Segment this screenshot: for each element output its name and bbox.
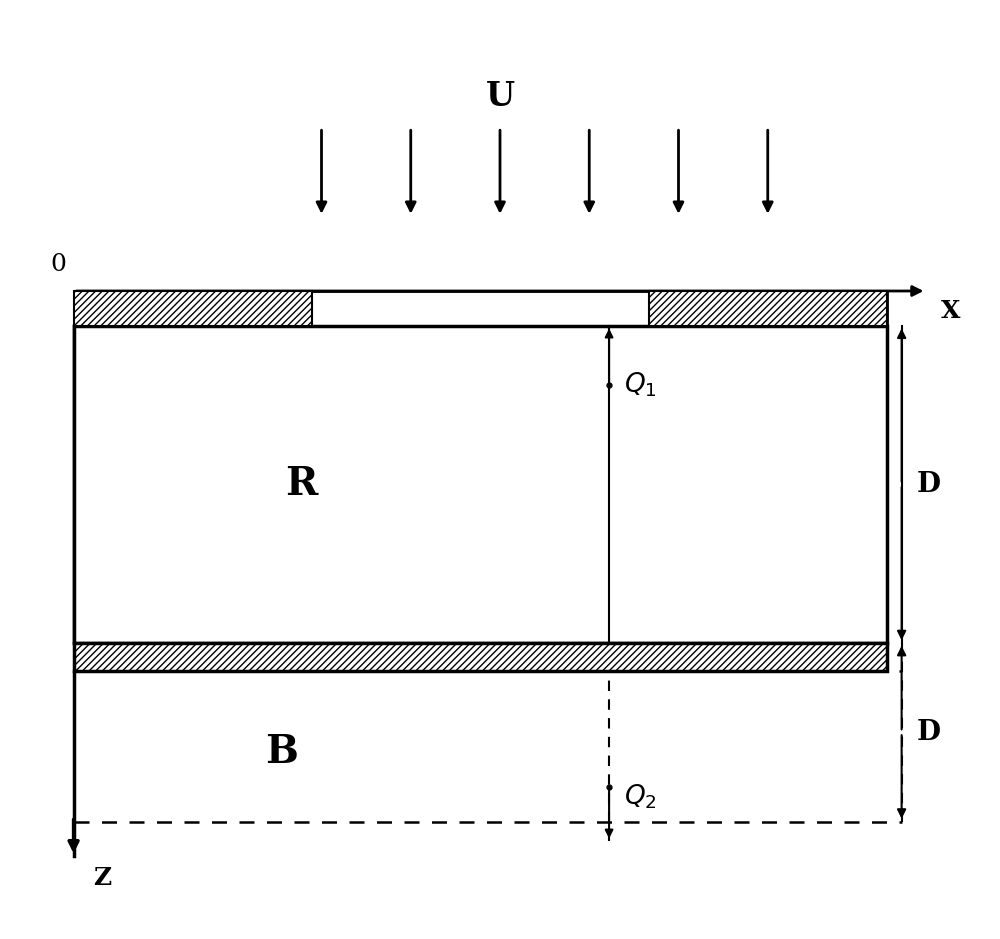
Text: D: D [917, 470, 941, 498]
Text: Z: Z [93, 866, 112, 890]
Text: $Q_1$: $Q_1$ [624, 371, 657, 399]
Text: X: X [941, 299, 961, 323]
Text: R: R [285, 466, 318, 503]
Text: $Q_2$: $Q_2$ [624, 782, 657, 811]
Text: B: B [265, 733, 298, 771]
Bar [74, 291, 312, 326]
Bar [74, 643, 887, 670]
Text: 0: 0 [51, 254, 67, 276]
Bar [649, 291, 887, 326]
Bar [74, 291, 887, 326]
Text: D: D [917, 718, 941, 746]
Text: U: U [485, 80, 515, 113]
Bar [74, 326, 887, 643]
